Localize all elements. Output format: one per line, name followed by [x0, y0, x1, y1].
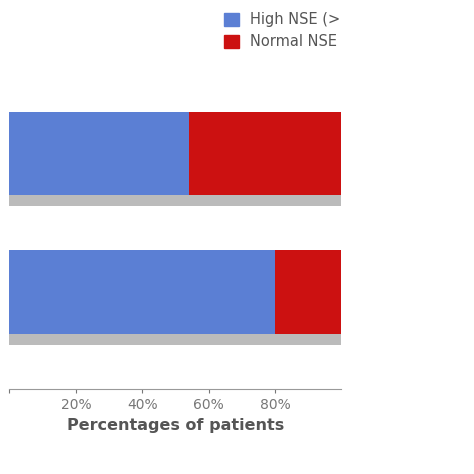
Bar — [189, 111, 341, 195]
Legend: High NSE (>, Normal NSE: High NSE (>, Normal NSE — [224, 12, 341, 49]
Bar — [9, 111, 189, 195]
Bar — [9, 250, 275, 334]
Bar — [8, 256, 343, 345]
Bar — [275, 250, 341, 334]
Bar — [8, 117, 343, 206]
X-axis label: Percentages of patients: Percentages of patients — [67, 418, 284, 433]
